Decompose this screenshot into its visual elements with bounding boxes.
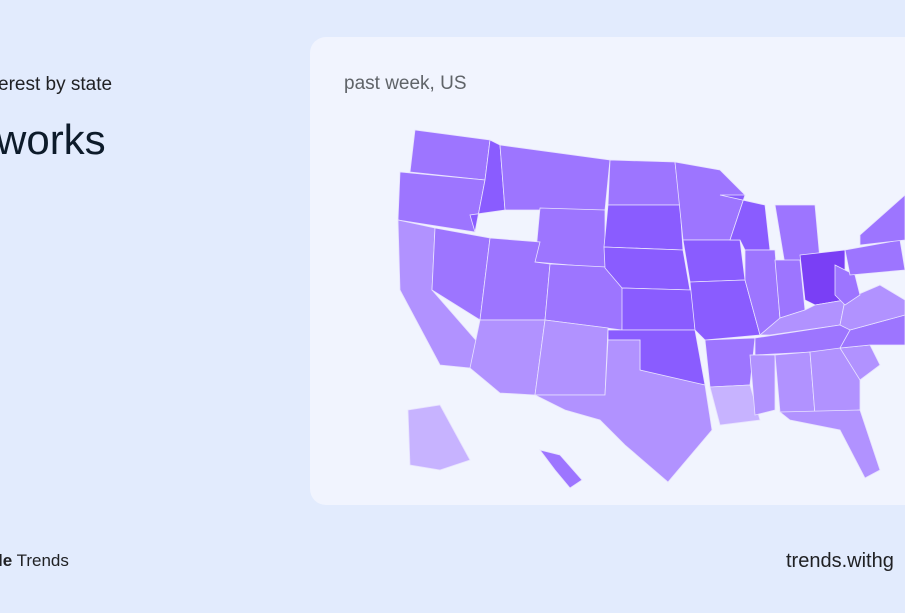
time-range-label: past week, US	[344, 73, 467, 94]
state-sd[interactable]	[603, 204, 684, 251]
state-ny[interactable]	[859, 194, 905, 246]
state-pa[interactable]	[844, 239, 905, 276]
state-mt[interactable]	[499, 144, 611, 211]
state-az[interactable]	[469, 319, 546, 396]
state-wa[interactable]	[409, 129, 491, 181]
brand-product: Trends	[16, 551, 69, 570]
google-trends-logo: le Trends	[0, 551, 69, 571]
state-ga[interactable]	[809, 347, 861, 416]
state-wi[interactable]	[719, 194, 771, 251]
state-ak[interactable]	[407, 404, 471, 471]
state-mo[interactable]	[689, 279, 761, 341]
map-subtitle: erest by state	[0, 74, 113, 95]
state-al[interactable]	[774, 351, 816, 416]
state-la[interactable]	[709, 384, 761, 426]
state-nd[interactable]	[607, 159, 681, 206]
state-ms[interactable]	[749, 354, 776, 416]
brand-logo-text: le	[0, 551, 13, 570]
state-wy[interactable]	[534, 207, 606, 269]
state-ky[interactable]	[758, 299, 846, 336]
state-ks[interactable]	[621, 287, 696, 331]
state-hi[interactable]	[539, 449, 583, 489]
state-in[interactable]	[774, 259, 806, 319]
state-fl[interactable]	[778, 409, 881, 479]
trends-url: trends.withg	[786, 550, 894, 572]
state-ia[interactable]	[682, 239, 746, 283]
state-nm[interactable]	[534, 319, 609, 396]
state-ar[interactable]	[704, 337, 756, 388]
search-term-title: works	[0, 116, 106, 163]
state-tx[interactable]	[534, 339, 713, 483]
